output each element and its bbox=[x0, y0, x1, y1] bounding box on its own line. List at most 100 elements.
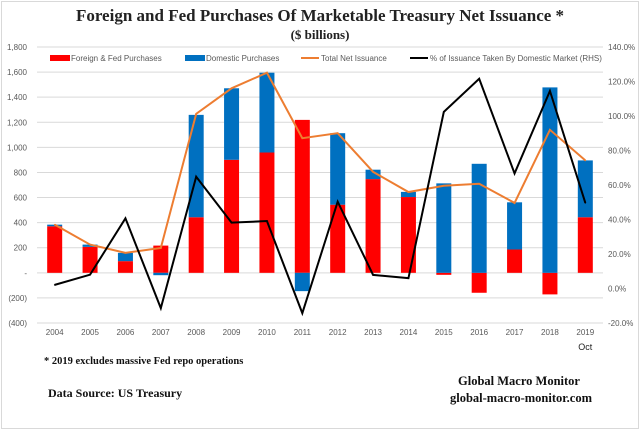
point-domestic-share bbox=[443, 111, 445, 113]
point-total-net-issuance bbox=[230, 87, 233, 90]
point-total-net-issuance bbox=[584, 159, 587, 162]
bar-foreign-fed-2018 bbox=[542, 272, 558, 295]
point-total-net-issuance bbox=[195, 113, 197, 115]
point-total-net-issuance bbox=[513, 202, 516, 204]
x-axis-tick-label: 2006 bbox=[117, 328, 135, 337]
right-axis-tick-label: 60.0% bbox=[608, 181, 631, 190]
x-axis-tick-label: 2010 bbox=[258, 328, 276, 337]
chart-subtitle: ($ billions) bbox=[290, 27, 350, 42]
bar-foreign-fed-2016 bbox=[471, 272, 487, 293]
bar-domestic-2010 bbox=[259, 72, 275, 153]
left-axis-tick-label: 800 bbox=[14, 168, 28, 177]
x-axis-tick-label: 2013 bbox=[364, 328, 382, 337]
point-total-net-issuance bbox=[53, 223, 56, 226]
bar-domestic-2009 bbox=[224, 88, 240, 160]
line-total-net-issuance bbox=[54, 71, 586, 254]
point-domestic-share bbox=[336, 200, 339, 203]
x-axis-tick-label: 2012 bbox=[329, 328, 347, 337]
website: global-macro-monitor.com bbox=[450, 391, 592, 405]
bar-foreign-fed-2019 bbox=[577, 217, 593, 273]
chart-title: Foreign and Fed Purchases Of Marketable … bbox=[75, 6, 565, 25]
point-total-net-issuance bbox=[89, 243, 91, 246]
bar-domestic-2015 bbox=[436, 183, 452, 273]
bar-foreign-fed-2011 bbox=[294, 119, 310, 273]
x-axis-tick-label: 2015 bbox=[435, 328, 453, 337]
point-total-net-issuance bbox=[478, 182, 480, 185]
right-axis-tick-label: 80.0% bbox=[608, 147, 631, 156]
legend-label: Domestic Purchases bbox=[206, 54, 279, 63]
point-total-net-issuance bbox=[124, 252, 127, 254]
right-axis-tick-label: 20.0% bbox=[608, 250, 631, 259]
bar-foreign-fed-2015 bbox=[436, 272, 452, 275]
legend-label: % of Issuance Taken By Domestic Market (… bbox=[430, 54, 602, 63]
right-axis-tick-label: 100.0% bbox=[608, 112, 635, 121]
left-axis-tick-label: (400) bbox=[8, 319, 27, 328]
x-axis-tick-label: 2004 bbox=[46, 328, 64, 337]
left-axis-tick-label: 400 bbox=[14, 219, 28, 228]
point-total-net-issuance bbox=[407, 191, 410, 193]
bar-domestic-2011 bbox=[294, 272, 310, 292]
point-domestic-share bbox=[513, 172, 516, 175]
right-axis-tick-label: -20.0% bbox=[608, 319, 633, 328]
point-total-net-issuance bbox=[372, 171, 374, 173]
footnote: * 2019 excludes massive Fed repo operati… bbox=[44, 356, 244, 367]
left-axis-tick-label: 1,200 bbox=[7, 118, 28, 127]
bar-foreign-fed-2014 bbox=[400, 197, 416, 273]
point-domestic-share bbox=[549, 90, 551, 92]
bar-domestic-2005 bbox=[82, 244, 98, 247]
left-axis-tick-label: 200 bbox=[14, 244, 28, 253]
bar-domestic-2013 bbox=[365, 169, 381, 180]
left-axis-tick-label: 1,600 bbox=[7, 68, 28, 77]
point-total-net-issuance bbox=[443, 184, 445, 187]
bar-foreign-fed-2007 bbox=[153, 245, 169, 273]
bar-foreign-fed-2013 bbox=[365, 179, 381, 273]
right-axis-tick-label: 0.0% bbox=[608, 285, 626, 294]
bar-domestic-2016 bbox=[471, 163, 487, 273]
left-axis-tick-label: (200) bbox=[8, 294, 27, 303]
bar-domestic-2018 bbox=[542, 87, 558, 273]
x-axis-tick-label: 2017 bbox=[506, 328, 524, 337]
bar-foreign-fed-2008 bbox=[188, 217, 204, 273]
bar-foreign-fed-2009 bbox=[224, 159, 240, 273]
left-axis-tick-label: 1,800 bbox=[7, 43, 28, 52]
bar-domestic-2019 bbox=[577, 160, 593, 218]
point-total-net-issuance bbox=[301, 137, 304, 140]
x-axis-tick-label: 2014 bbox=[400, 328, 418, 337]
x-axis-tick-label: 2008 bbox=[187, 328, 205, 337]
point-domestic-share bbox=[89, 273, 91, 276]
data-source: Data Source: US Treasury bbox=[48, 386, 183, 400]
bar-foreign-fed-2005 bbox=[82, 246, 98, 273]
x-axis-tick-label: 2007 bbox=[152, 328, 170, 337]
x-axis-sublabel: Oct bbox=[578, 342, 593, 352]
point-domestic-share bbox=[478, 77, 480, 80]
legend-label: Total Net Issuance bbox=[321, 54, 387, 63]
left-axis-tick-label: 600 bbox=[14, 194, 28, 203]
point-domestic-share bbox=[53, 284, 56, 286]
point-domestic-share bbox=[195, 175, 197, 178]
point-domestic-share bbox=[160, 307, 162, 309]
x-axis-tick-label: 2011 bbox=[294, 328, 312, 337]
bar-foreign-fed-2004 bbox=[47, 226, 63, 273]
x-axis-tick-label: 2005 bbox=[81, 328, 99, 337]
bar-domestic-2012 bbox=[330, 133, 346, 205]
point-domestic-share bbox=[407, 277, 410, 279]
bar-domestic-2006 bbox=[117, 252, 133, 262]
legend-label: Foreign & Fed Purchases bbox=[71, 54, 162, 63]
legend-swatch bbox=[50, 55, 70, 61]
point-domestic-share bbox=[584, 201, 587, 204]
point-domestic-share bbox=[266, 220, 268, 222]
point-total-net-issuance bbox=[160, 247, 162, 249]
line-domestic-share bbox=[54, 76, 587, 317]
point-domestic-share bbox=[124, 217, 127, 220]
bar-domestic-2014 bbox=[400, 191, 416, 198]
bar-domestic-2007 bbox=[153, 272, 169, 276]
point-total-net-issuance bbox=[266, 71, 268, 74]
point-total-net-issuance bbox=[336, 132, 339, 134]
right-axis-tick-label: 40.0% bbox=[608, 216, 631, 225]
bar-foreign-fed-2006 bbox=[117, 261, 133, 273]
x-axis-tick-label: 2016 bbox=[470, 328, 488, 337]
legend-swatch bbox=[185, 55, 205, 61]
bar-foreign-fed-2010 bbox=[259, 152, 275, 273]
right-axis-tick-label: 120.0% bbox=[608, 78, 635, 87]
